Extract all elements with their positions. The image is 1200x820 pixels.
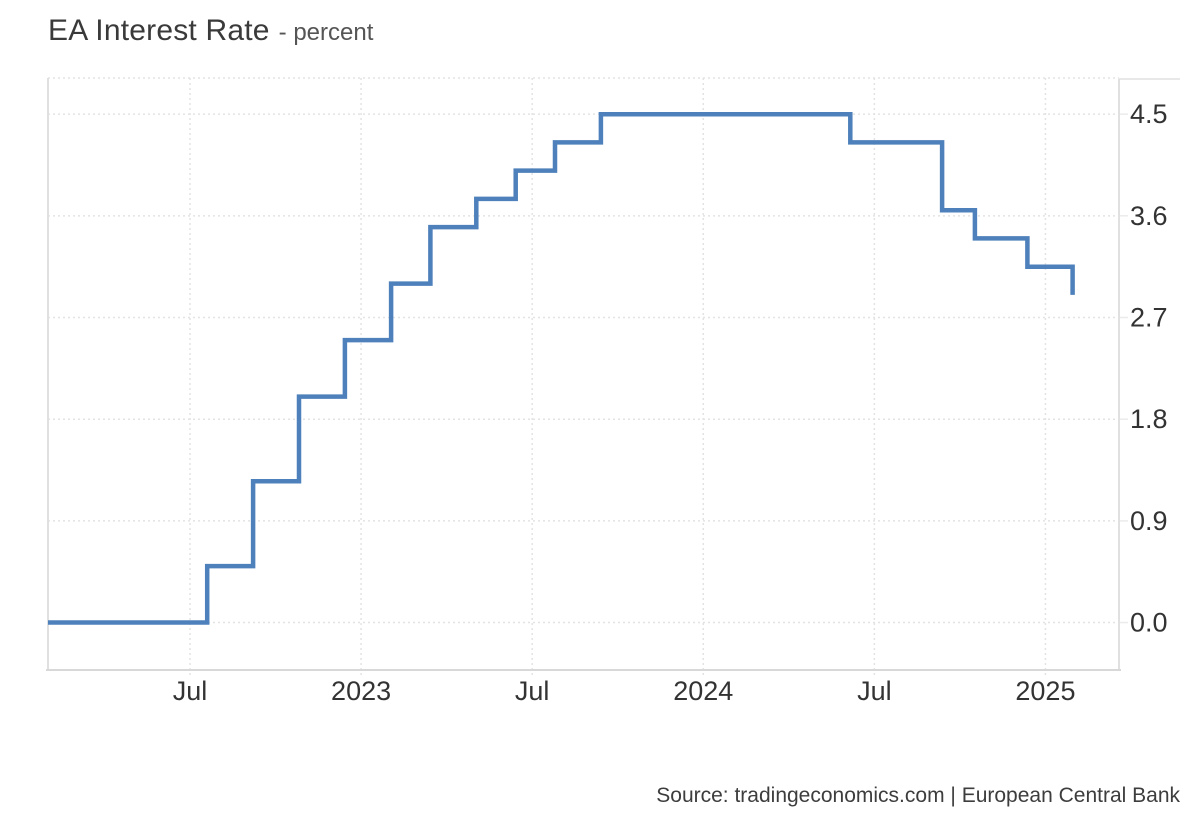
y-axis-label: 0.9 (1130, 506, 1168, 536)
y-axis-label: 3.6 (1130, 201, 1168, 231)
page-title: EA Interest Rate (48, 14, 270, 47)
rate-step-line[interactable] (48, 111, 1075, 625)
x-axis-label: 2024 (673, 676, 733, 706)
x-axis-label: 2023 (331, 676, 391, 706)
x-axis-label: Jul (173, 676, 208, 706)
chart-header: EA Interest Rate - percent (48, 14, 373, 48)
x-axis-label: Jul (857, 676, 892, 706)
page-subtitle: - percent (278, 19, 374, 46)
y-axis-label: 0.0 (1130, 608, 1168, 638)
x-axis-label: Jul (515, 676, 550, 706)
y-axis-label: 1.8 (1130, 404, 1168, 434)
source-attribution: Source: tradingeconomics.com | European … (656, 784, 1180, 807)
x-axis-label: 2025 (1015, 676, 1075, 706)
y-axis-label: 4.5 (1130, 99, 1168, 129)
y-axis-label: 2.7 (1130, 303, 1168, 333)
